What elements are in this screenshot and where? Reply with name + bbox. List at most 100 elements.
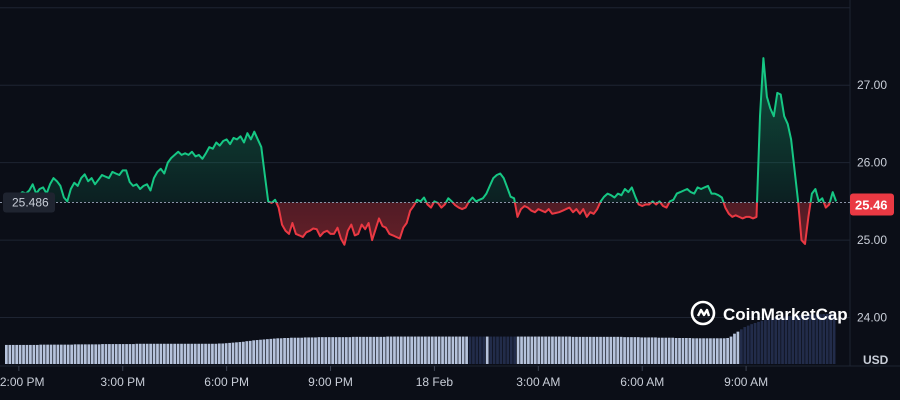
volume-bar [217, 343, 221, 364]
volume-bar [8, 344, 12, 364]
volume-bar [571, 336, 575, 364]
volume-bar [554, 336, 558, 364]
volume-bar [314, 337, 317, 364]
volume-bar [794, 315, 798, 364]
volume-bar [527, 336, 530, 364]
volume-bar [228, 342, 231, 364]
volume-bar [204, 343, 207, 364]
volume-bar [241, 341, 245, 364]
volume-bar [664, 337, 668, 364]
volume-bar [255, 340, 259, 364]
volume-bar [32, 344, 36, 364]
volume-bar [482, 336, 486, 364]
volume-bar [468, 336, 472, 364]
volume-bar [599, 336, 602, 364]
price-line [18, 57, 838, 246]
y-axis-unit: USD [863, 353, 889, 367]
volume-bar [578, 336, 582, 364]
volume-bar [818, 314, 822, 364]
volume-bar [685, 338, 688, 364]
volume-bar [715, 338, 719, 364]
y-tick-label: 27.00 [857, 78, 887, 92]
volume-bar [671, 337, 675, 364]
volume-bar [533, 336, 537, 364]
volume-bar [293, 337, 297, 364]
volume-bar [238, 342, 242, 364]
volume-bar [169, 343, 173, 364]
volume-bar [770, 318, 774, 364]
volume-bar [207, 343, 211, 364]
x-tick-label: 9:00 PM [308, 375, 353, 389]
volume-bar [132, 344, 135, 364]
volume-bar [35, 344, 39, 364]
volume-bar [128, 344, 132, 364]
volume-bar [475, 336, 479, 364]
volume-bar [503, 336, 506, 364]
volume-bar [657, 337, 661, 364]
volume-bar [77, 344, 80, 364]
volume-bar [681, 338, 685, 364]
volume-bar [757, 321, 760, 364]
volume-bar [547, 336, 551, 364]
y-tick-label: 24.00 [857, 311, 887, 325]
volume-bar [334, 337, 338, 364]
volume-bar [94, 344, 98, 364]
volume-bar [654, 337, 657, 364]
volume-bar [104, 344, 108, 364]
volume-bar [39, 344, 43, 364]
volume-bar [774, 317, 778, 364]
volume-bar [465, 336, 468, 364]
volume-bar [18, 344, 22, 364]
volume-bar [187, 343, 190, 364]
volume-bar [520, 336, 523, 364]
volume-bar [396, 336, 400, 364]
volume-bar [348, 337, 352, 364]
volume-bar [832, 313, 836, 364]
volume-bar [753, 322, 757, 364]
volume-bar [138, 343, 142, 364]
volume-bar [15, 344, 19, 364]
volume-bar [509, 336, 513, 364]
volume-bar [712, 338, 716, 364]
volume-bar [53, 344, 56, 364]
volume-bar [698, 338, 702, 364]
volume-bar [750, 324, 754, 364]
volume-bar [805, 314, 808, 364]
volume-bar [121, 344, 125, 364]
volume-bar [173, 343, 177, 364]
volume-bar [386, 336, 389, 364]
volume-bar [606, 336, 609, 364]
volume-bar [626, 337, 630, 364]
volume-bar [739, 329, 743, 364]
volume-bar [427, 336, 431, 364]
volume-bar [441, 336, 444, 364]
volume-bar [375, 336, 379, 364]
volume-bar [636, 337, 640, 364]
volume-bar [80, 344, 84, 364]
volume-bar [22, 344, 25, 364]
volume-bar [296, 337, 300, 364]
volume-bar [485, 336, 489, 364]
volume-bar [231, 342, 235, 364]
volume-bar [87, 344, 91, 364]
volume-bar [767, 318, 771, 364]
volume-bar [224, 343, 228, 364]
volume-bar [276, 338, 280, 364]
volume-bar [551, 336, 554, 364]
volume-bar [630, 337, 633, 364]
volume-bar [125, 344, 128, 364]
volume-bar [221, 343, 225, 364]
volume-bar [777, 317, 781, 364]
volume-bar [46, 344, 49, 364]
volume-bar [437, 336, 441, 364]
volume-bar [516, 336, 520, 364]
volume-bar [327, 337, 331, 364]
volume-bar [667, 337, 671, 364]
volume-bar [575, 336, 578, 364]
volume-bar [290, 337, 293, 364]
reference-price-label: 25.486 [12, 195, 49, 209]
coinmarketcap-logo [690, 300, 716, 326]
volume-bar [307, 337, 310, 364]
volume-bar [25, 344, 29, 364]
